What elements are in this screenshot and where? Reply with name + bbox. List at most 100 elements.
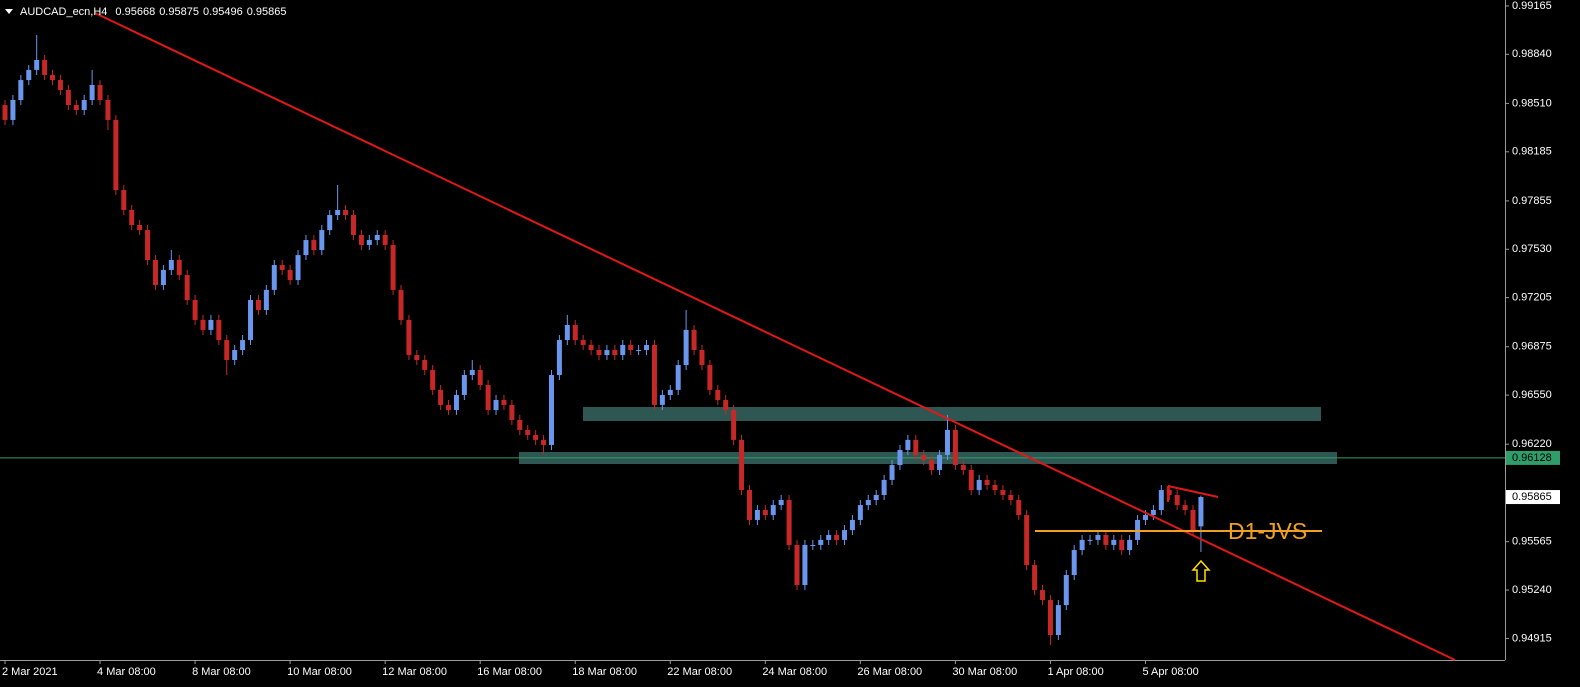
candle-body: [731, 409, 737, 440]
candle-body: [620, 344, 626, 356]
candle-body: [564, 325, 570, 341]
candle-body: [881, 479, 887, 495]
candle-body: [913, 439, 919, 455]
y-tick-label: 0.96550: [1512, 389, 1552, 401]
candle-body: [493, 400, 499, 410]
candle-body: [287, 269, 293, 281]
candle-body: [1103, 534, 1109, 545]
candle-body: [113, 119, 119, 191]
candle-body: [1182, 505, 1188, 510]
candle-body: [849, 519, 855, 531]
candle-body: [905, 439, 911, 451]
candle-body: [628, 344, 634, 351]
low-value: 0.95496: [203, 6, 243, 18]
candle-body: [10, 100, 16, 120]
resistance-zone: [583, 407, 1321, 421]
candle-body: [1000, 490, 1006, 495]
candle-body: [723, 400, 729, 410]
candle-body: [1142, 515, 1148, 520]
candle-body: [1174, 494, 1180, 506]
candle-body: [596, 350, 602, 356]
x-tick-label: 1 Apr 08:00: [1047, 666, 1103, 678]
candle-body: [105, 100, 111, 120]
candle-body: [160, 269, 166, 285]
candle-body: [73, 105, 79, 110]
candle-body: [802, 544, 808, 585]
candle-body: [248, 300, 254, 341]
candle-body: [438, 389, 444, 405]
candle-body: [192, 300, 198, 320]
candle-body: [145, 230, 151, 260]
candle-body: [842, 530, 848, 540]
high-value: 0.95875: [159, 6, 199, 18]
candle-body: [968, 469, 974, 491]
candle-body: [604, 350, 610, 356]
candle-body: [224, 340, 230, 360]
y-tick-label: 0.95565: [1512, 536, 1552, 548]
candle-body: [1047, 600, 1053, 635]
candle-body: [715, 389, 721, 401]
candle-body: [129, 209, 135, 226]
candle-body: [295, 255, 301, 281]
arrow-up: [1191, 559, 1211, 582]
candle-body: [992, 484, 998, 491]
candle-body: [897, 450, 903, 466]
candle-body: [327, 215, 333, 231]
y-tick-label: 0.97530: [1512, 243, 1552, 255]
candle-body: [469, 369, 475, 376]
x-tick-label: 18 Mar 08:00: [572, 666, 637, 678]
candle-body: [746, 490, 752, 520]
y-tick-label: 0.98840: [1512, 48, 1552, 60]
candle-body: [453, 394, 459, 410]
candle-body: [1008, 494, 1014, 501]
candle-body: [184, 275, 190, 301]
candle-body: [1158, 490, 1164, 510]
candle-body: [556, 340, 562, 376]
candle-body: [739, 439, 745, 491]
candle-body: [548, 375, 554, 445]
candle-body: [2, 105, 8, 120]
candle-body: [350, 215, 356, 235]
y-tick-label: 0.98185: [1512, 146, 1552, 158]
candle-body: [754, 509, 760, 520]
candle-body: [857, 505, 863, 520]
close-value: 0.95865: [247, 6, 287, 18]
candle-body: [533, 434, 539, 440]
candle-body: [382, 234, 388, 245]
candle-body: [168, 259, 174, 270]
candle-body: [176, 259, 182, 276]
candle-body: [612, 350, 618, 356]
candle-body: [1135, 519, 1141, 540]
candle-body: [200, 319, 206, 330]
candle-body: [398, 289, 404, 320]
candle-body: [1040, 590, 1046, 601]
candle-body: [937, 454, 943, 470]
candle-body: [1111, 539, 1117, 545]
candle-body: [1087, 539, 1093, 541]
candle-body: [319, 230, 325, 251]
x-tick-label: 8 Mar 08:00: [192, 666, 251, 678]
candle-body: [541, 439, 547, 445]
candle-body: [509, 404, 515, 420]
candle-body: [240, 340, 246, 351]
candle-body: [1032, 565, 1038, 591]
candle-body: [1190, 509, 1196, 531]
y-tick-label: 0.99165: [1512, 0, 1552, 12]
candle-body: [834, 534, 840, 540]
candle-body: [263, 289, 269, 310]
x-tick-label: 26 Mar 08:00: [857, 666, 922, 678]
candle-body: [390, 244, 396, 290]
candle-body: [501, 400, 507, 405]
candle-body: [1079, 539, 1085, 551]
candle-body: [1024, 515, 1030, 566]
candle-body: [1071, 550, 1077, 576]
hline-label-bg: [1506, 450, 1560, 465]
y-tick-label: 0.94915: [1512, 632, 1552, 644]
candle-body: [446, 404, 452, 410]
candle-body: [422, 359, 428, 370]
candle-body: [1063, 575, 1069, 606]
candle-body: [683, 329, 689, 366]
candle-body: [366, 240, 372, 245]
candle-body: [952, 429, 958, 466]
candle-body: [121, 190, 127, 210]
